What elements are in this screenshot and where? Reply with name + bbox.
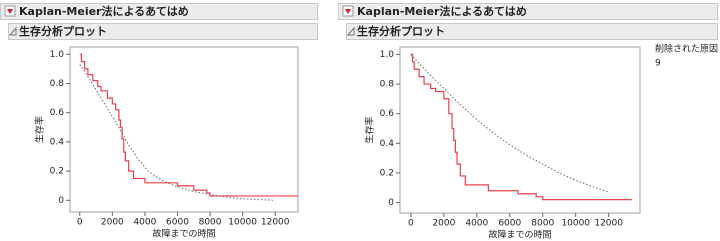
section-toggle[interactable] — [346, 26, 355, 36]
plot-frame — [399, 46, 641, 214]
survival-curve — [410, 53, 632, 201]
x-tick-label: 2000 — [432, 219, 455, 229]
y-tick-label: 0.2 — [380, 168, 394, 178]
panel-title: Kaplan-Meier法によるあてはめ — [19, 4, 189, 18]
y-tick-label: 0.4 — [50, 137, 65, 147]
x-tick-label: 10000 — [561, 219, 590, 229]
y-tick-label: 0.2 — [50, 167, 64, 177]
legend-value: 9 — [655, 59, 661, 69]
y-axis-label: 生存率 — [34, 116, 46, 143]
section-header — [346, 23, 718, 40]
x-tick-label: 8000 — [531, 219, 554, 229]
section-toggle[interactable] — [8, 26, 17, 36]
x-tick-label: 0 — [408, 219, 414, 229]
survival-curve — [79, 53, 298, 197]
section-title: 生存分析プロット — [19, 24, 107, 38]
y-tick-label: 1.0 — [380, 50, 395, 60]
y-tick-label: 0 — [388, 198, 394, 208]
x-tick-label: 6000 — [498, 219, 521, 229]
section-header — [8, 23, 318, 40]
x-tick-label: 4000 — [133, 218, 156, 228]
x-tick-label: 10000 — [228, 218, 257, 228]
x-tick-label: 12000 — [261, 218, 290, 228]
panel-header — [338, 3, 718, 20]
y-tick-label: 0.8 — [380, 80, 395, 90]
y-tick-label: 0.8 — [50, 79, 65, 89]
y-axis-label: 生存率 — [364, 116, 376, 143]
fitted-curve — [410, 54, 609, 193]
disclosure-icon — [7, 9, 13, 14]
panel-header — [0, 3, 318, 20]
x-tick-label: 4000 — [465, 219, 488, 229]
x-tick-label: 12000 — [594, 219, 623, 229]
x-axis-label: 故障までの時間 — [488, 229, 551, 241]
y-tick-label: 1.0 — [50, 50, 65, 60]
fitted-curve — [79, 64, 276, 201]
x-axis-label: 故障までの時間 — [152, 228, 215, 240]
legend-title: 削除された原因 — [655, 43, 718, 55]
section-title: 生存分析プロット — [357, 24, 445, 38]
disclosure-icon — [345, 9, 351, 14]
y-tick-label: 0.6 — [50, 108, 65, 118]
panel-title: Kaplan-Meier法によるあてはめ — [357, 4, 527, 18]
x-tick-label: 6000 — [166, 218, 189, 228]
plot-frame — [69, 46, 299, 213]
y-tick-label: 0.4 — [380, 139, 395, 149]
x-tick-label: 0 — [77, 218, 83, 228]
x-tick-label: 2000 — [101, 218, 124, 228]
y-tick-label: 0.6 — [380, 109, 395, 119]
y-tick-label: 0 — [58, 196, 64, 206]
x-tick-label: 8000 — [199, 218, 222, 228]
